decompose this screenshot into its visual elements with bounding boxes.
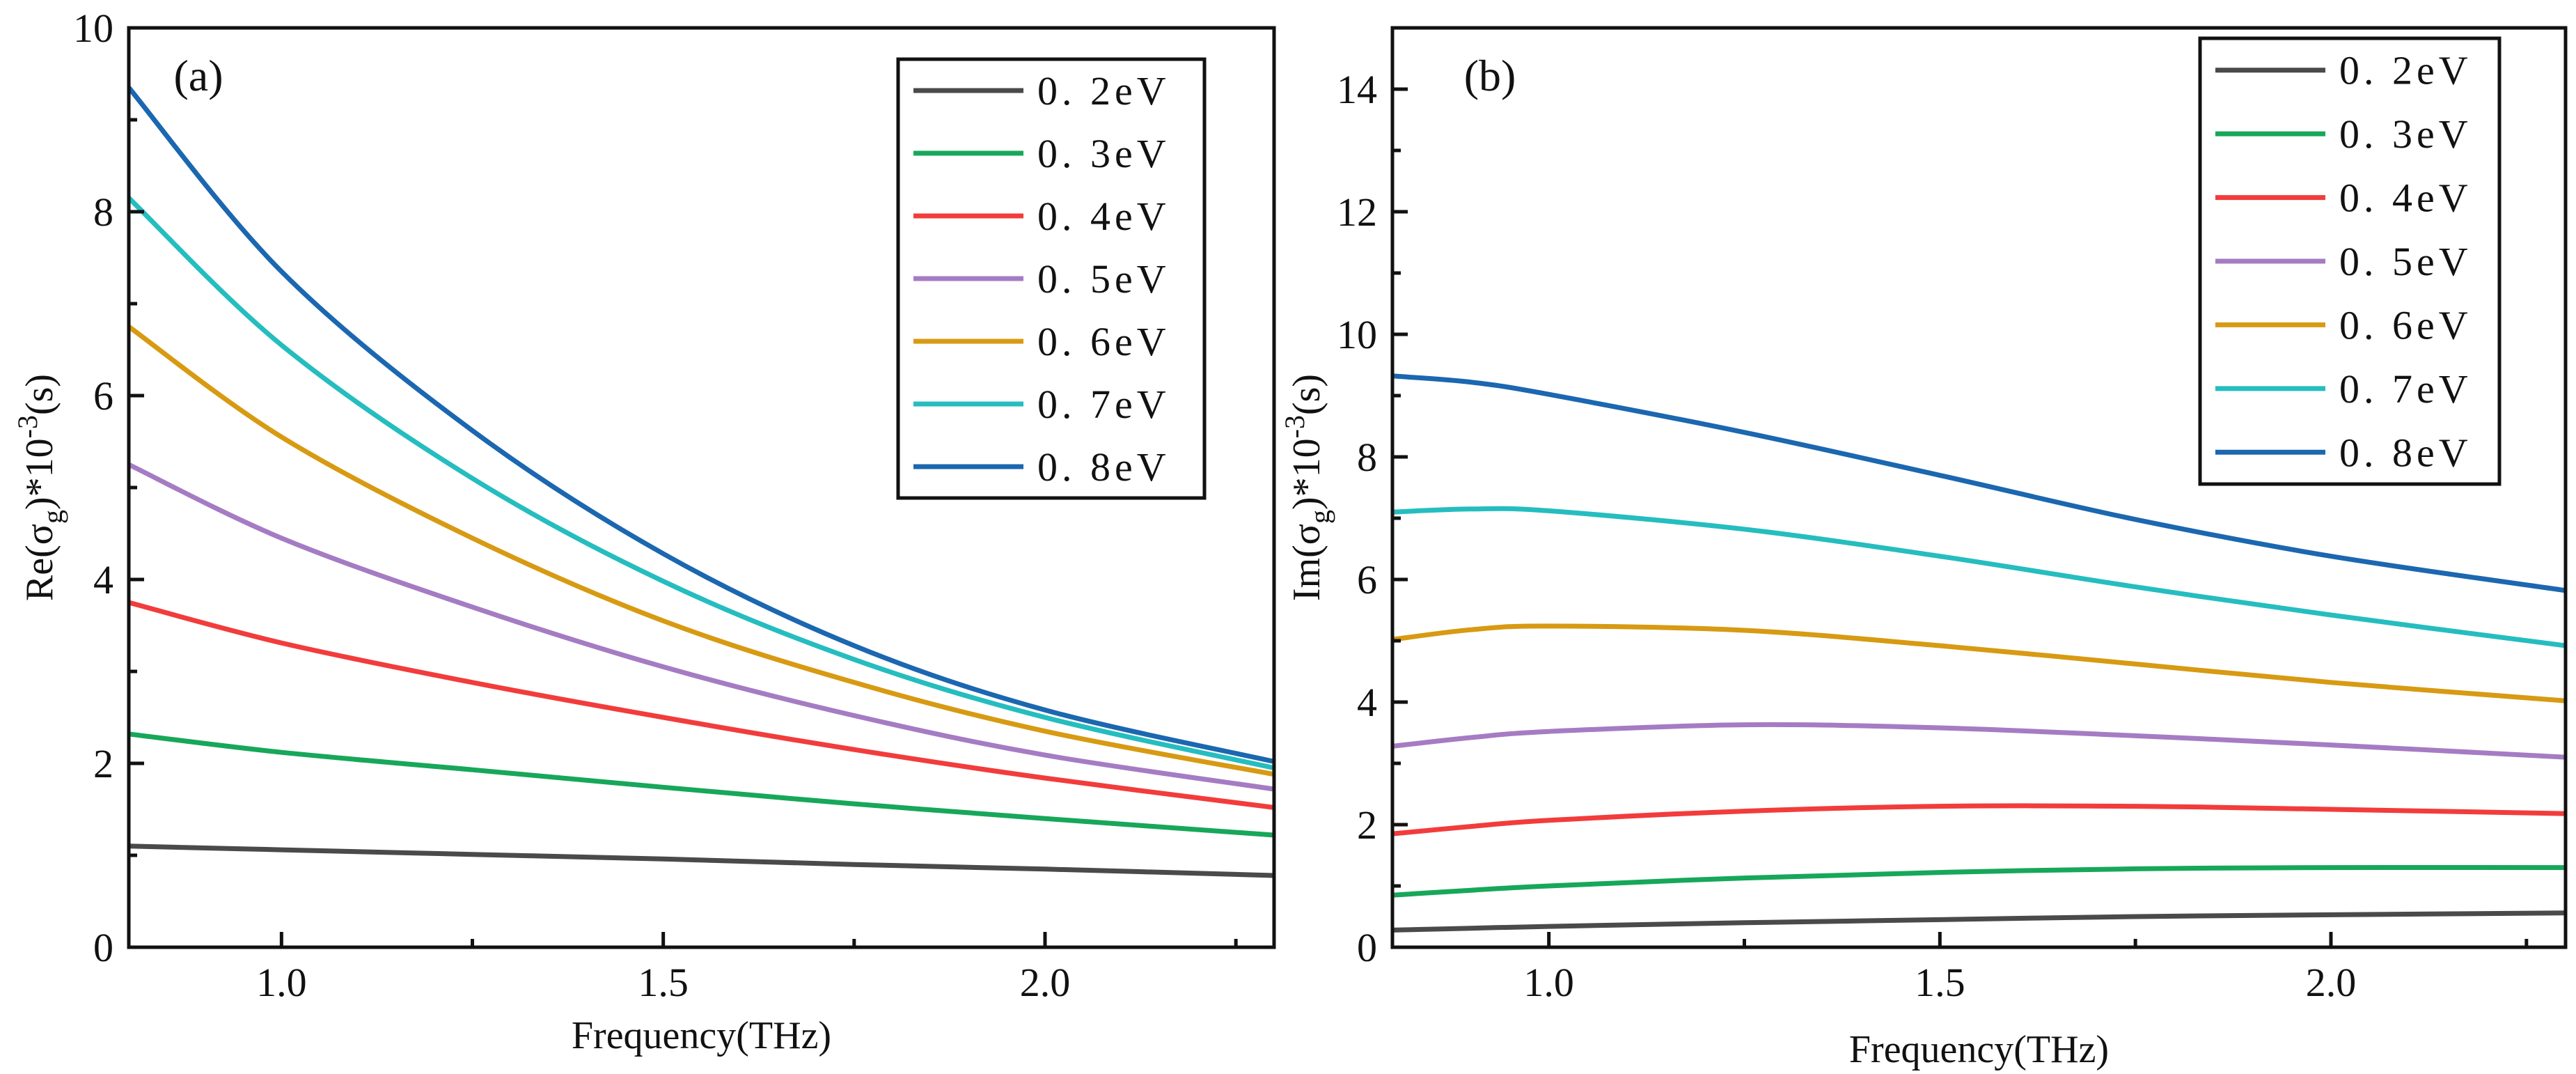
y-tick-label: 4 [1357,680,1377,725]
y-tick-label: 8 [93,189,113,235]
legend-label: 0. 5eV [2339,239,2472,284]
y-tick-label: 0 [93,925,113,970]
series-line-0-5eV [1392,722,2566,760]
y-axis-title-subscript: g [1304,510,1335,524]
legend: 0. 2eV 0. 3eV 0. 4eV 0. 5eV 0. 6eV 0. 7eV 0. 8… [2198,36,2502,486]
y-tick-label: 10 [73,6,113,51]
x-tick-label: 1.0 [1523,960,1574,1005]
legend-label: 0. 2eV [2339,48,2472,93]
y-tick-label: 2 [93,741,113,786]
legend-label: 0. 8eV [1037,444,1170,490]
y-tick-label: 0 [1357,925,1377,970]
y-tick-label: 2 [1357,802,1377,848]
y-axis-title-part: Re(σ [18,524,61,601]
series-line-0-4eV [1392,803,2566,836]
series-lines [1392,373,2566,933]
series-line-0-2eV [129,843,1274,878]
panel-a: 1.0 1.5 2.0 0 2 4 6 8 10 Frequency(THz) Re(σg)*10-… [12,6,1276,1057]
y-axis-title-subscript: g [37,510,68,524]
y-tick-label: 6 [93,373,113,419]
series-line-0-3eV [129,731,1274,838]
series-lines [129,86,1274,878]
y-axis-title-part: (s) [1285,374,1328,415]
y-tick-label: 4 [93,557,113,602]
legend-label: 0. 7eV [2339,366,2472,412]
y-axis-title-superscript: -3 [1279,415,1310,438]
series-line-0-5eV [129,462,1274,792]
y-axis-title-part: (s) [18,374,61,415]
y-tick-label: 6 [1357,557,1377,602]
series-line-0-2eV [1392,910,2566,933]
panel-b: 1.0 1.5 2.0 0 2 4 6 8 10 12 14 Frequency(THz) Im(σg)… [1279,26,2568,1071]
x-tick-label: 1.5 [638,960,689,1005]
axes-frame [1390,26,2568,949]
legend-label: 0. 4eV [1037,194,1170,239]
legend-frame [2198,36,2502,486]
x-axis-title: Frequency(THz) [1849,1028,2109,1071]
x-axis-title: Frequency(THz) [572,1014,831,1057]
series-line-0-8eV [129,86,1274,764]
legend-label: 0. 4eV [2339,176,2472,221]
y-axis-title-part: )*10 [18,438,61,510]
legend-label: 0. 5eV [1037,256,1170,302]
series-line-0-7eV [129,196,1274,771]
legend-label: 0. 7eV [1037,382,1170,427]
legend-label: 0. 6eV [1037,319,1170,364]
series-line-0-8eV [1392,373,2566,593]
x-tick-label: 2.0 [2306,960,2357,1005]
x-tick-label: 2.0 [1020,960,1071,1005]
x-tick-label: 1.0 [256,960,307,1005]
legend-label: 0. 2eV [1037,68,1170,114]
series-line-0-6eV [129,325,1274,777]
legend-label: 0. 8eV [2339,430,2472,475]
y-tick-label: 8 [1357,435,1377,480]
legend-label: 0. 3eV [1037,131,1170,176]
series-line-0-3eV [1392,864,2566,898]
series-line-0-4eV [129,600,1274,810]
legend: 0. 2eV 0. 3eV 0. 4eV 0. 5eV 0. 6eV 0. 7eV 0. 8… [896,57,1207,500]
y-axis-title-superscript: -3 [12,415,43,438]
y-axis-title-part: )*10 [1285,438,1328,510]
panel-label: (b) [1464,51,1516,100]
y-axis-title-part: Im(σ [1285,524,1328,601]
x-tick-label: 1.5 [1915,960,1965,1005]
y-axis-title: Re(σg)*10-3(s) [12,374,68,601]
y-tick-label: 14 [1337,67,1377,112]
y-tick-label: 12 [1337,189,1377,235]
legend-label: 0. 3eV [2339,111,2472,157]
series-line-0-7eV [1392,506,2566,648]
y-axis-title: Im(σg)*10-3(s) [1279,374,1335,601]
series-line-0-6eV [1392,623,2566,703]
panel-label: (a) [173,51,223,100]
y-tick-label: 10 [1337,312,1377,357]
legend-label: 0. 6eV [2339,302,2472,348]
